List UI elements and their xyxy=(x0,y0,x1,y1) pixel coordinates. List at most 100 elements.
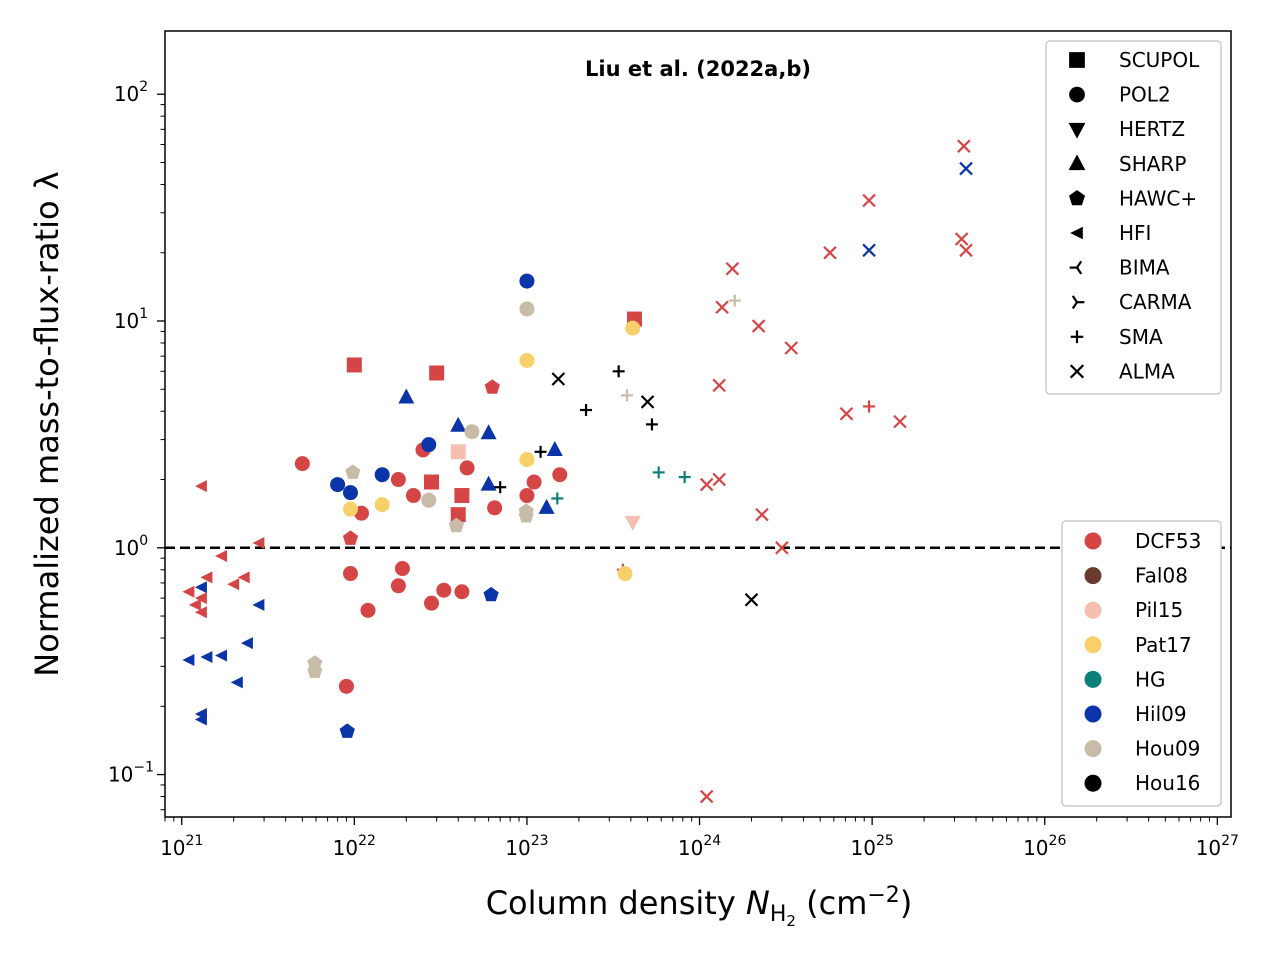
data-point xyxy=(194,713,207,726)
data-point xyxy=(551,372,566,386)
data-point xyxy=(484,379,500,394)
data-point xyxy=(342,566,358,582)
data-point xyxy=(755,507,769,522)
data-point xyxy=(751,319,766,333)
data-point xyxy=(957,139,971,153)
data-point xyxy=(230,676,243,689)
data-point xyxy=(294,456,310,472)
y-tick-label: 100 xyxy=(114,533,148,560)
data-point xyxy=(959,243,973,258)
data-point xyxy=(893,414,907,429)
legend-marker-alma xyxy=(1069,364,1085,379)
x-tick-label: 1021 xyxy=(160,833,203,860)
data-point xyxy=(398,388,415,404)
x-tick-label: 1024 xyxy=(678,833,721,860)
legend-label: Hou16 xyxy=(1135,771,1200,795)
color-legend: DCF53 Fal08 Pil15 Pat17 HG Hil09 Hou09 Hou16 xyxy=(1061,520,1222,807)
legend-marker-sharp xyxy=(1068,154,1086,171)
data-point xyxy=(784,341,799,355)
data-point xyxy=(538,498,555,514)
data-point xyxy=(215,649,227,662)
data-point xyxy=(390,472,406,488)
data-point xyxy=(342,501,358,517)
data-point xyxy=(625,320,641,336)
data-point xyxy=(424,595,440,611)
data-point xyxy=(342,530,359,545)
data-point xyxy=(448,517,464,533)
data-point xyxy=(519,352,535,368)
data-point xyxy=(405,488,421,504)
data-point xyxy=(252,598,265,611)
data-point xyxy=(454,488,470,504)
data-point xyxy=(450,444,466,460)
legend-marker-hawc xyxy=(1069,190,1085,206)
data-point xyxy=(551,492,564,505)
data-point xyxy=(775,541,789,555)
y-axis-label: Normalized mass-to-flux-ratio λ xyxy=(28,171,66,676)
data-point xyxy=(823,245,837,260)
data-point xyxy=(534,445,547,458)
legend-swatch xyxy=(1084,601,1102,619)
data-point xyxy=(429,365,445,381)
data-point xyxy=(862,193,876,208)
data-point xyxy=(307,663,323,678)
legend-label: CARMA xyxy=(1119,290,1192,314)
legend-swatch xyxy=(1084,567,1102,585)
data-point xyxy=(487,500,503,516)
data-point xyxy=(338,678,354,694)
data-point xyxy=(464,424,480,440)
data-point xyxy=(519,273,535,289)
data-point xyxy=(237,571,250,584)
data-point xyxy=(519,452,535,468)
legend-label: Fal08 xyxy=(1135,564,1188,588)
data-point xyxy=(200,571,213,584)
data-point xyxy=(194,592,207,605)
data-point xyxy=(390,578,406,594)
data-point xyxy=(546,441,563,456)
x-tick-label: 1023 xyxy=(505,833,548,860)
legend-label: HG xyxy=(1135,667,1166,691)
data-point xyxy=(715,300,729,315)
data-point xyxy=(617,566,633,582)
legend-marker-carma xyxy=(1071,295,1085,310)
data-point xyxy=(863,400,876,413)
data-point xyxy=(699,477,714,492)
data-point xyxy=(678,471,691,484)
legend-label: Hou09 xyxy=(1135,737,1200,761)
data-point xyxy=(345,464,361,479)
y-tick-label: 10−1 xyxy=(108,760,154,787)
y-tick-label: 102 xyxy=(114,79,148,106)
data-point xyxy=(725,261,740,276)
legend-marker-hertz xyxy=(1068,122,1086,139)
data-point xyxy=(421,492,437,508)
data-point xyxy=(839,406,854,421)
data-point xyxy=(194,581,207,594)
data-point xyxy=(744,592,759,607)
legend-label: HAWC+ xyxy=(1119,186,1197,210)
legend-marker-hfi xyxy=(1070,226,1083,240)
data-point xyxy=(959,161,973,176)
data-point xyxy=(227,578,240,591)
legend-label: SCUPOL xyxy=(1119,48,1200,72)
legend-swatch xyxy=(1084,740,1102,758)
data-point xyxy=(194,480,207,493)
legend-swatch xyxy=(1084,670,1102,688)
data-point xyxy=(954,232,969,246)
data-point xyxy=(728,294,741,307)
data-point xyxy=(459,460,475,476)
legend-label: HFI xyxy=(1119,221,1151,245)
data-point xyxy=(215,550,227,562)
data-point xyxy=(519,488,535,504)
data-point xyxy=(194,606,207,619)
data-point xyxy=(862,243,876,258)
data-point xyxy=(307,655,323,670)
marker-legend: SCUPOL POL2 HERTZ SHARP HAWC+ HFI BIMA CARMA SMA… xyxy=(1045,40,1222,395)
data-point xyxy=(480,424,497,440)
data-point xyxy=(519,301,535,317)
legend-marker-sma xyxy=(1070,330,1084,344)
data-point xyxy=(421,437,437,453)
data-point xyxy=(454,584,470,600)
data-point xyxy=(480,475,497,491)
x-tick-label: 1025 xyxy=(850,833,893,860)
